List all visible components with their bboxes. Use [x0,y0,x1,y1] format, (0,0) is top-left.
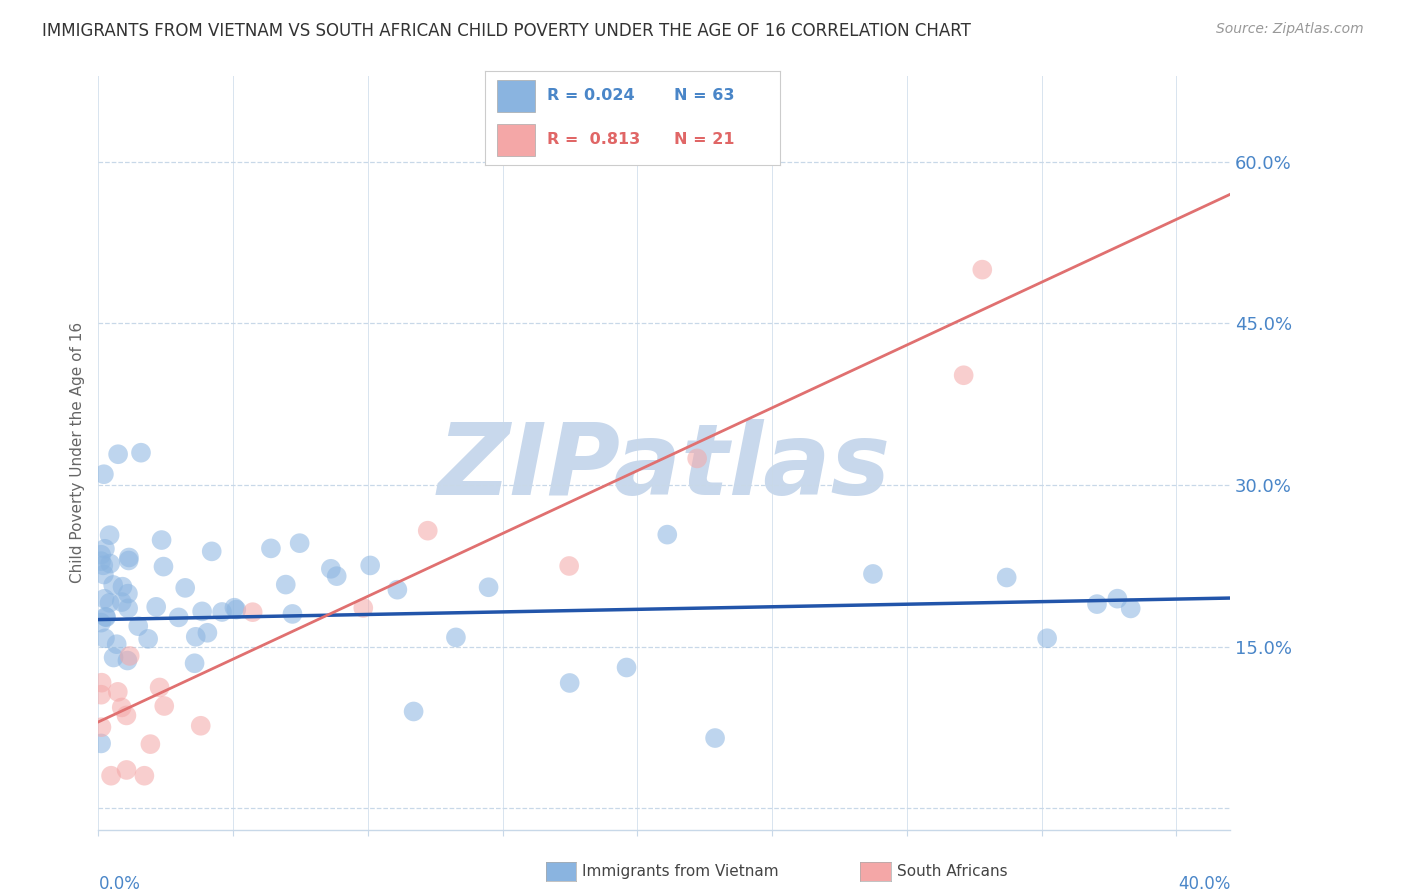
FancyBboxPatch shape [496,79,536,112]
Immigrants from Vietnam [359,558,381,573]
South Africans [134,769,156,783]
Immigrants from Vietnam [117,601,139,615]
Text: Immigrants from Vietnam: Immigrants from Vietnam [582,864,779,879]
Immigrants from Vietnam [129,446,152,460]
Immigrants from Vietnam [117,586,139,600]
Immigrants from Vietnam [274,577,297,591]
Immigrants from Vietnam [444,631,467,645]
Immigrants from Vietnam [224,600,246,615]
Immigrants from Vietnam [191,604,214,618]
Immigrants from Vietnam [136,632,159,646]
Immigrants from Vietnam [90,615,112,630]
Text: 40.0%: 40.0% [1178,875,1230,892]
Immigrants from Vietnam [174,581,197,595]
Immigrants from Vietnam [319,562,342,576]
Immigrants from Vietnam [995,570,1018,584]
Y-axis label: Child Poverty Under the Age of 16: Child Poverty Under the Age of 16 [70,322,86,583]
Immigrants from Vietnam [107,447,129,461]
Immigrants from Vietnam [150,533,173,547]
Immigrants from Vietnam [225,602,247,616]
South Africans [118,648,141,663]
Immigrants from Vietnam [90,736,112,750]
Immigrants from Vietnam [616,660,638,674]
South Africans [153,698,176,713]
Immigrants from Vietnam [1107,591,1129,606]
Immigrants from Vietnam [98,557,121,571]
Immigrants from Vietnam [477,580,499,594]
Text: N = 63: N = 63 [673,88,734,103]
Immigrants from Vietnam [1119,601,1142,615]
Immigrants from Vietnam [325,569,347,583]
Immigrants from Vietnam [558,676,581,690]
Text: South Africans: South Africans [897,864,1008,879]
Immigrants from Vietnam [91,558,114,573]
South Africans [90,720,112,734]
South Africans [190,719,212,733]
FancyBboxPatch shape [496,124,536,156]
Immigrants from Vietnam [111,580,134,594]
Immigrants from Vietnam [167,610,190,624]
Immigrants from Vietnam [145,599,167,614]
Text: R =  0.813: R = 0.813 [547,132,640,147]
Immigrants from Vietnam [90,548,112,562]
Immigrants from Vietnam [93,567,115,582]
Immigrants from Vietnam [94,610,117,624]
Immigrants from Vietnam [657,527,679,541]
Immigrants from Vietnam [152,559,174,574]
Immigrants from Vietnam [93,591,115,606]
Immigrants from Vietnam [90,554,112,568]
Immigrants from Vietnam [387,582,409,597]
Immigrants from Vietnam [93,467,115,482]
South Africans [107,685,129,699]
South Africans [686,451,709,466]
Immigrants from Vietnam [184,630,207,644]
Immigrants from Vietnam [862,566,884,581]
Text: ZIPatlas: ZIPatlas [437,419,891,516]
South Africans [115,763,138,777]
South Africans [416,524,439,538]
Immigrants from Vietnam [201,544,224,558]
Text: 0.0%: 0.0% [98,875,141,892]
Immigrants from Vietnam [127,619,149,633]
Immigrants from Vietnam [118,550,141,565]
South Africans [115,708,138,723]
Immigrants from Vietnam [98,528,121,542]
Immigrants from Vietnam [288,536,311,550]
Immigrants from Vietnam [260,541,283,556]
Immigrants from Vietnam [183,657,205,671]
South Africans [952,368,974,383]
South Africans [558,559,581,574]
Immigrants from Vietnam [197,625,219,640]
Immigrants from Vietnam [281,607,304,621]
Immigrants from Vietnam [98,596,121,610]
Immigrants from Vietnam [117,653,139,667]
South Africans [242,605,264,619]
Text: N = 21: N = 21 [673,132,734,147]
Immigrants from Vietnam [94,609,117,624]
Text: Source: ZipAtlas.com: Source: ZipAtlas.com [1216,22,1364,37]
South Africans [352,601,374,615]
Immigrants from Vietnam [103,650,125,665]
South Africans [149,681,172,695]
Immigrants from Vietnam [101,578,124,592]
Text: IMMIGRANTS FROM VIETNAM VS SOUTH AFRICAN CHILD POVERTY UNDER THE AGE OF 16 CORRE: IMMIGRANTS FROM VIETNAM VS SOUTH AFRICAN… [42,22,972,40]
Immigrants from Vietnam [1036,632,1059,646]
South Africans [90,675,112,690]
Immigrants from Vietnam [1085,597,1108,611]
South Africans [90,688,112,702]
Immigrants from Vietnam [402,705,425,719]
Immigrants from Vietnam [94,632,117,646]
Text: R = 0.024: R = 0.024 [547,88,634,103]
South Africans [139,737,162,751]
Immigrants from Vietnam [94,541,117,556]
South Africans [972,262,994,277]
Immigrants from Vietnam [211,605,233,619]
South Africans [100,769,122,783]
Immigrants from Vietnam [704,731,727,745]
Immigrants from Vietnam [111,595,134,609]
Immigrants from Vietnam [118,553,141,567]
South Africans [111,700,134,714]
Immigrants from Vietnam [105,637,128,651]
